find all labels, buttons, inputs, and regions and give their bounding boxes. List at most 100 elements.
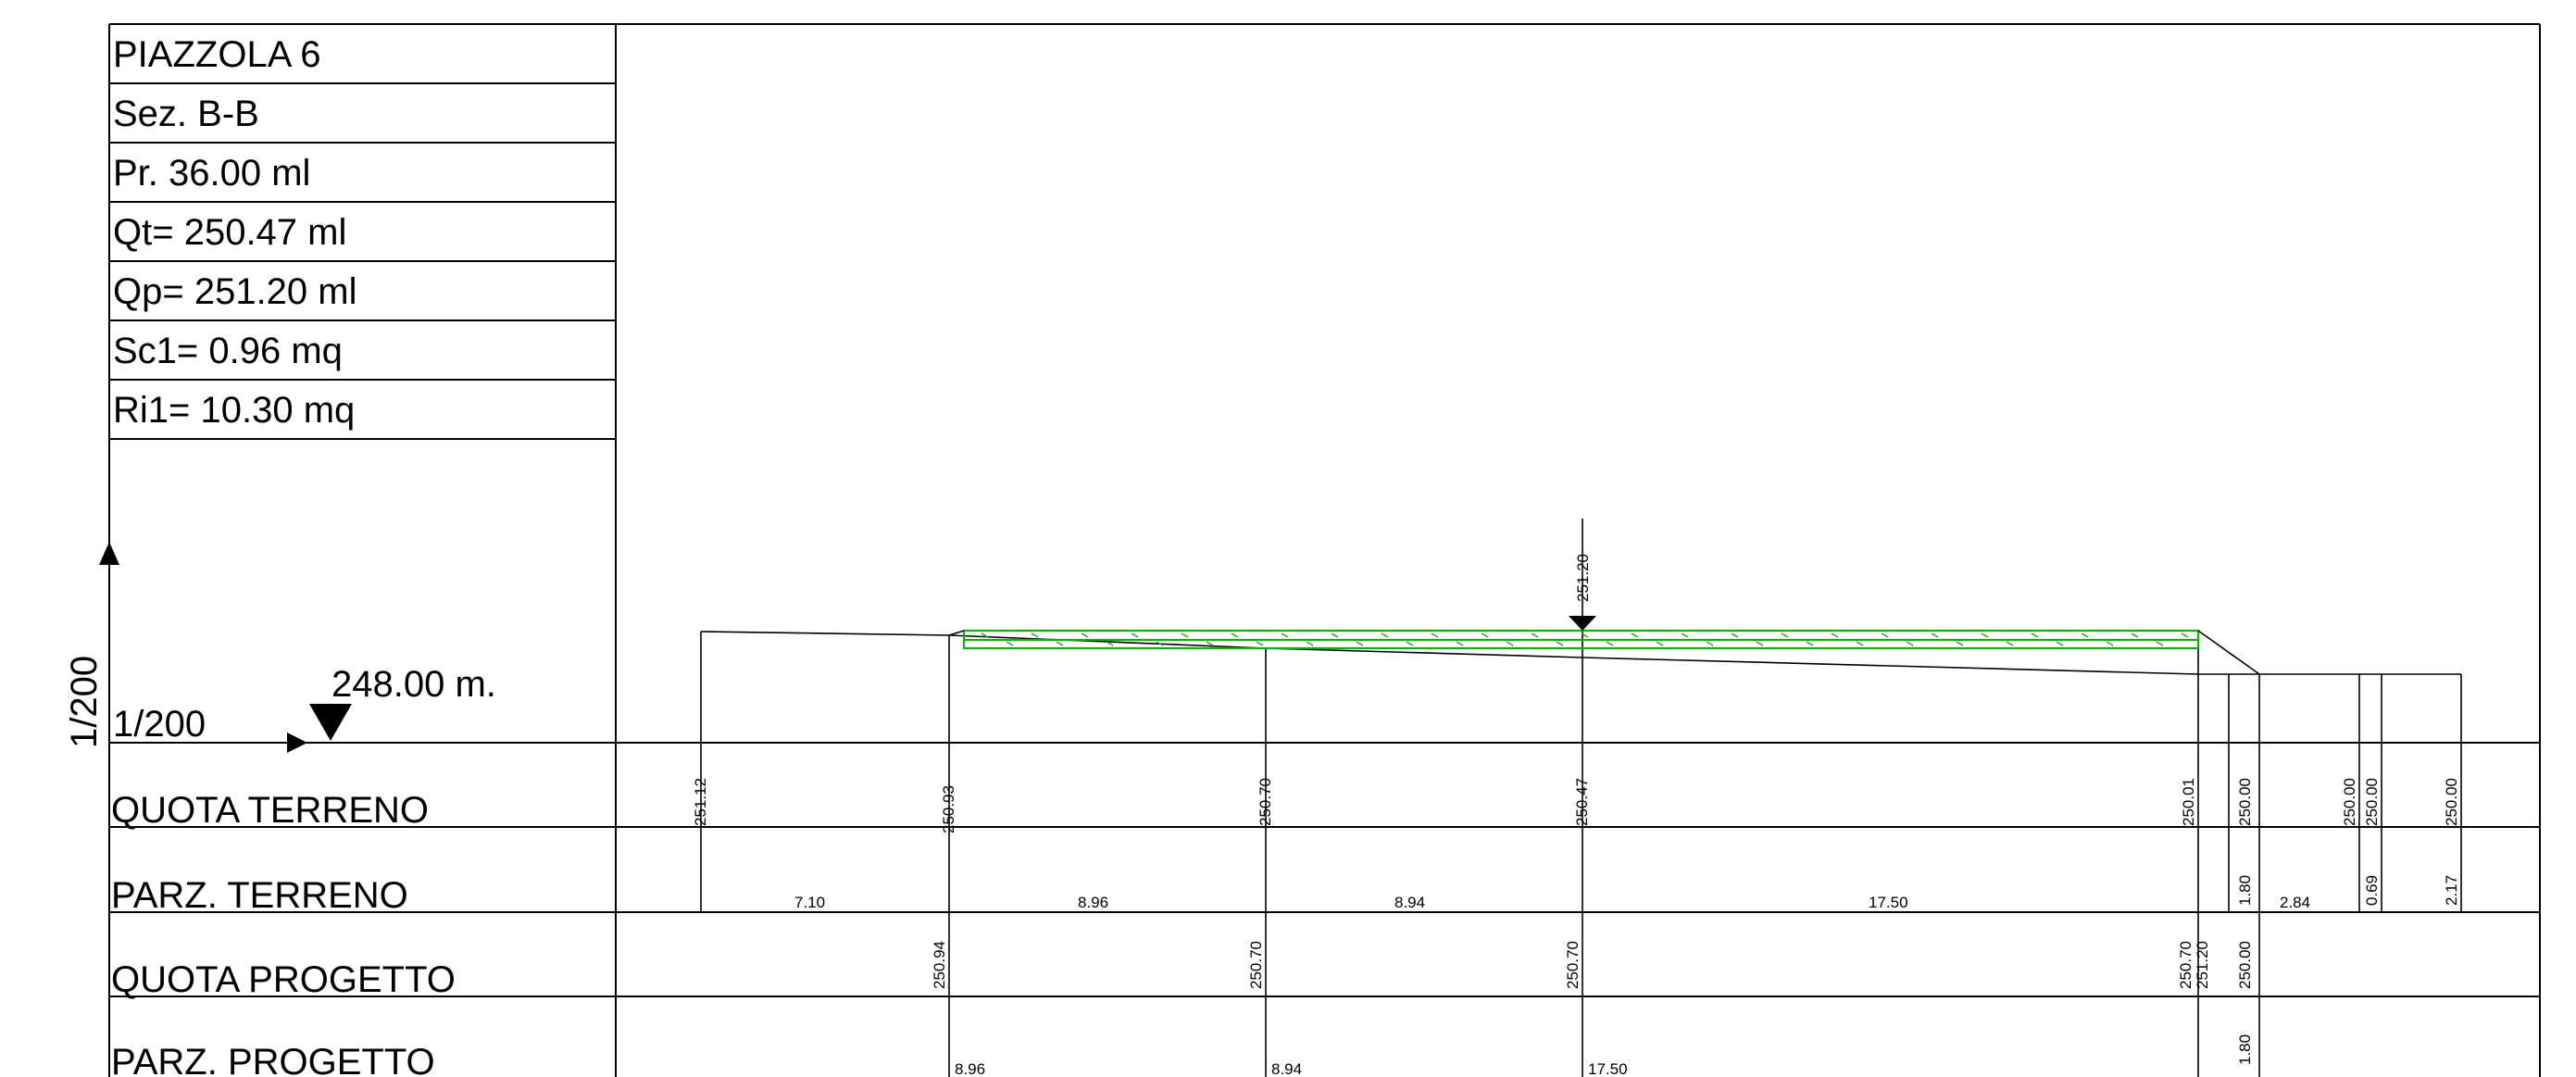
project-level-marker-text: 251.20 xyxy=(1574,554,1592,602)
hatch-mark xyxy=(2181,632,2189,638)
hatch-mark xyxy=(2106,641,2114,646)
hatch-mark xyxy=(1156,641,1164,646)
quota-progetto-value: 250.70 xyxy=(2177,941,2195,989)
hatch-mark xyxy=(1106,641,1114,646)
parz-terreno-value: 0.69 xyxy=(2363,875,2381,906)
hatch-mark xyxy=(2006,641,2014,646)
hatch-mark xyxy=(1756,641,1764,646)
parz-terreno-value: 8.94 xyxy=(1394,894,1425,911)
hatch-mark xyxy=(2131,632,2139,638)
quota-progetto-values: 250.94 250.70 250.70 250.70 251.20 250.0… xyxy=(931,941,2254,989)
row-label-parz-terreno: PARZ. TERRENO xyxy=(111,875,408,916)
hatch-mark xyxy=(981,632,989,638)
hatch-mark xyxy=(1306,641,1314,646)
horizontal-scale-label: 1/200 xyxy=(113,704,206,745)
hatch-mark xyxy=(2031,632,2039,638)
hatch-mark xyxy=(1231,632,1239,638)
hatch-mark xyxy=(1556,641,1564,646)
quota-terreno-values: 251.12 250.93 250.70 250.47 250.01 250.0… xyxy=(692,778,2460,833)
hatch-mark xyxy=(1831,632,1839,638)
hatch-mark xyxy=(1881,632,1889,638)
hatch-mark xyxy=(1906,641,1914,646)
quota-terreno-value: 250.70 xyxy=(1257,778,1274,826)
quota-terreno-value: 250.00 xyxy=(2236,778,2254,826)
quota-progetto-value: 250.94 xyxy=(931,941,948,989)
hatch-mark xyxy=(1481,632,1489,638)
parz-terreno-value: 1.80 xyxy=(2236,875,2254,906)
parz-terreno-value: 2.17 xyxy=(2443,875,2460,906)
hatch-mark xyxy=(1606,641,1614,646)
hatch-mark xyxy=(1181,632,1189,638)
vertical-scale-label: 1/200 xyxy=(64,656,105,748)
fill-area-label: Ri1= 10.30 mq xyxy=(113,390,355,431)
quota-progetto-value: 250.70 xyxy=(1247,941,1265,989)
hatch-mark xyxy=(1356,641,1364,646)
hatch-mark xyxy=(1006,641,1014,646)
parz-terreno-value: 7.10 xyxy=(794,894,825,911)
datum-triangle-icon xyxy=(309,704,352,741)
hatch-mark xyxy=(1331,632,1339,638)
row-label-quota-terreno: QUOTA TERRENO xyxy=(111,790,429,831)
hatch-mark xyxy=(1256,641,1264,646)
section-label: Sez. B-B xyxy=(113,94,259,134)
hatch-mark xyxy=(1706,641,1714,646)
hatch-mark xyxy=(2156,641,2164,646)
hatch-mark xyxy=(1681,632,1689,638)
project-level-label: Qp= 251.20 ml xyxy=(113,271,357,312)
quota-progetto-value: 250.00 xyxy=(2236,941,2254,989)
hatch-mark xyxy=(1731,632,1739,638)
hatch-mark xyxy=(1381,632,1389,638)
quota-progetto-value: 250.70 xyxy=(1564,941,1582,989)
hatch-mark xyxy=(1781,632,1789,638)
datum-label: 248.00 m. xyxy=(331,664,496,705)
hatch-mark xyxy=(1456,641,1464,646)
hatch-mark xyxy=(1506,641,1514,646)
parz-terreno-value: 8.96 xyxy=(1078,894,1108,911)
terrain-profile-line xyxy=(700,631,2461,675)
hatch-mark xyxy=(1406,641,1414,646)
hatch-mark xyxy=(1206,641,1214,646)
vertical-scale: 1/200 xyxy=(64,542,119,748)
hatch-mark xyxy=(1856,641,1864,646)
parz-progetto-value: 1.80 xyxy=(2236,1034,2254,1065)
hatch-mark xyxy=(1031,632,1039,638)
hatch-mark xyxy=(1131,632,1139,638)
right-slope-line xyxy=(2197,630,2260,675)
quota-terreno-value: 250.00 xyxy=(2443,778,2460,826)
hatch-mark xyxy=(1931,632,1939,638)
cut-area-label: Sc1= 0.96 mq xyxy=(113,331,343,371)
hatch-mark xyxy=(1631,632,1639,638)
parz-terreno-values: 7.10 8.96 8.94 17.50 1.80 2.84 0.69 2.17 xyxy=(794,875,2460,911)
hatch-mark xyxy=(2081,632,2089,638)
fill-hatching xyxy=(981,632,2189,646)
level-marker-icon xyxy=(1569,616,1596,631)
quota-terreno-value: 250.47 xyxy=(1573,778,1591,826)
parz-progetto-values: 8.96 8.94 17.50 1.80 xyxy=(955,1034,2254,1077)
arrow-up-icon xyxy=(99,542,119,565)
hatch-mark xyxy=(1981,632,1989,638)
table-frame xyxy=(108,23,2541,1077)
quota-terreno-value: 250.93 xyxy=(940,785,957,833)
parz-terreno-value: 17.50 xyxy=(1869,894,1908,911)
piazzola-title: PIAZZOLA 6 xyxy=(113,34,321,75)
parz-progetto-value: 8.96 xyxy=(955,1060,985,1077)
hatch-mark xyxy=(1581,632,1589,638)
parz-progetto-value: 17.50 xyxy=(1588,1060,1628,1077)
quota-terreno-value: 251.12 xyxy=(692,778,709,826)
terrain-level-label: Qt= 250.47 ml xyxy=(113,212,346,253)
hatch-mark xyxy=(1431,632,1439,638)
quota-terreno-value: 250.01 xyxy=(2180,778,2197,826)
parz-terreno-value: 2.84 xyxy=(2280,894,2310,911)
row-label-parz-progetto: PARZ. PROGETTO xyxy=(111,1042,435,1077)
hatch-mark xyxy=(1956,641,1964,646)
hatch-mark xyxy=(1081,632,1089,638)
hatch-mark xyxy=(1656,641,1664,646)
quota-terreno-value: 250.00 xyxy=(2363,778,2381,826)
arrow-right-icon xyxy=(287,733,307,753)
left-slope-line xyxy=(948,630,965,636)
quota-progetto-value: 251.20 xyxy=(2194,941,2211,989)
parz-progetto-value: 8.94 xyxy=(1271,1060,1302,1077)
terrain-ordinates xyxy=(700,519,2462,1077)
hatch-mark xyxy=(1056,641,1064,646)
